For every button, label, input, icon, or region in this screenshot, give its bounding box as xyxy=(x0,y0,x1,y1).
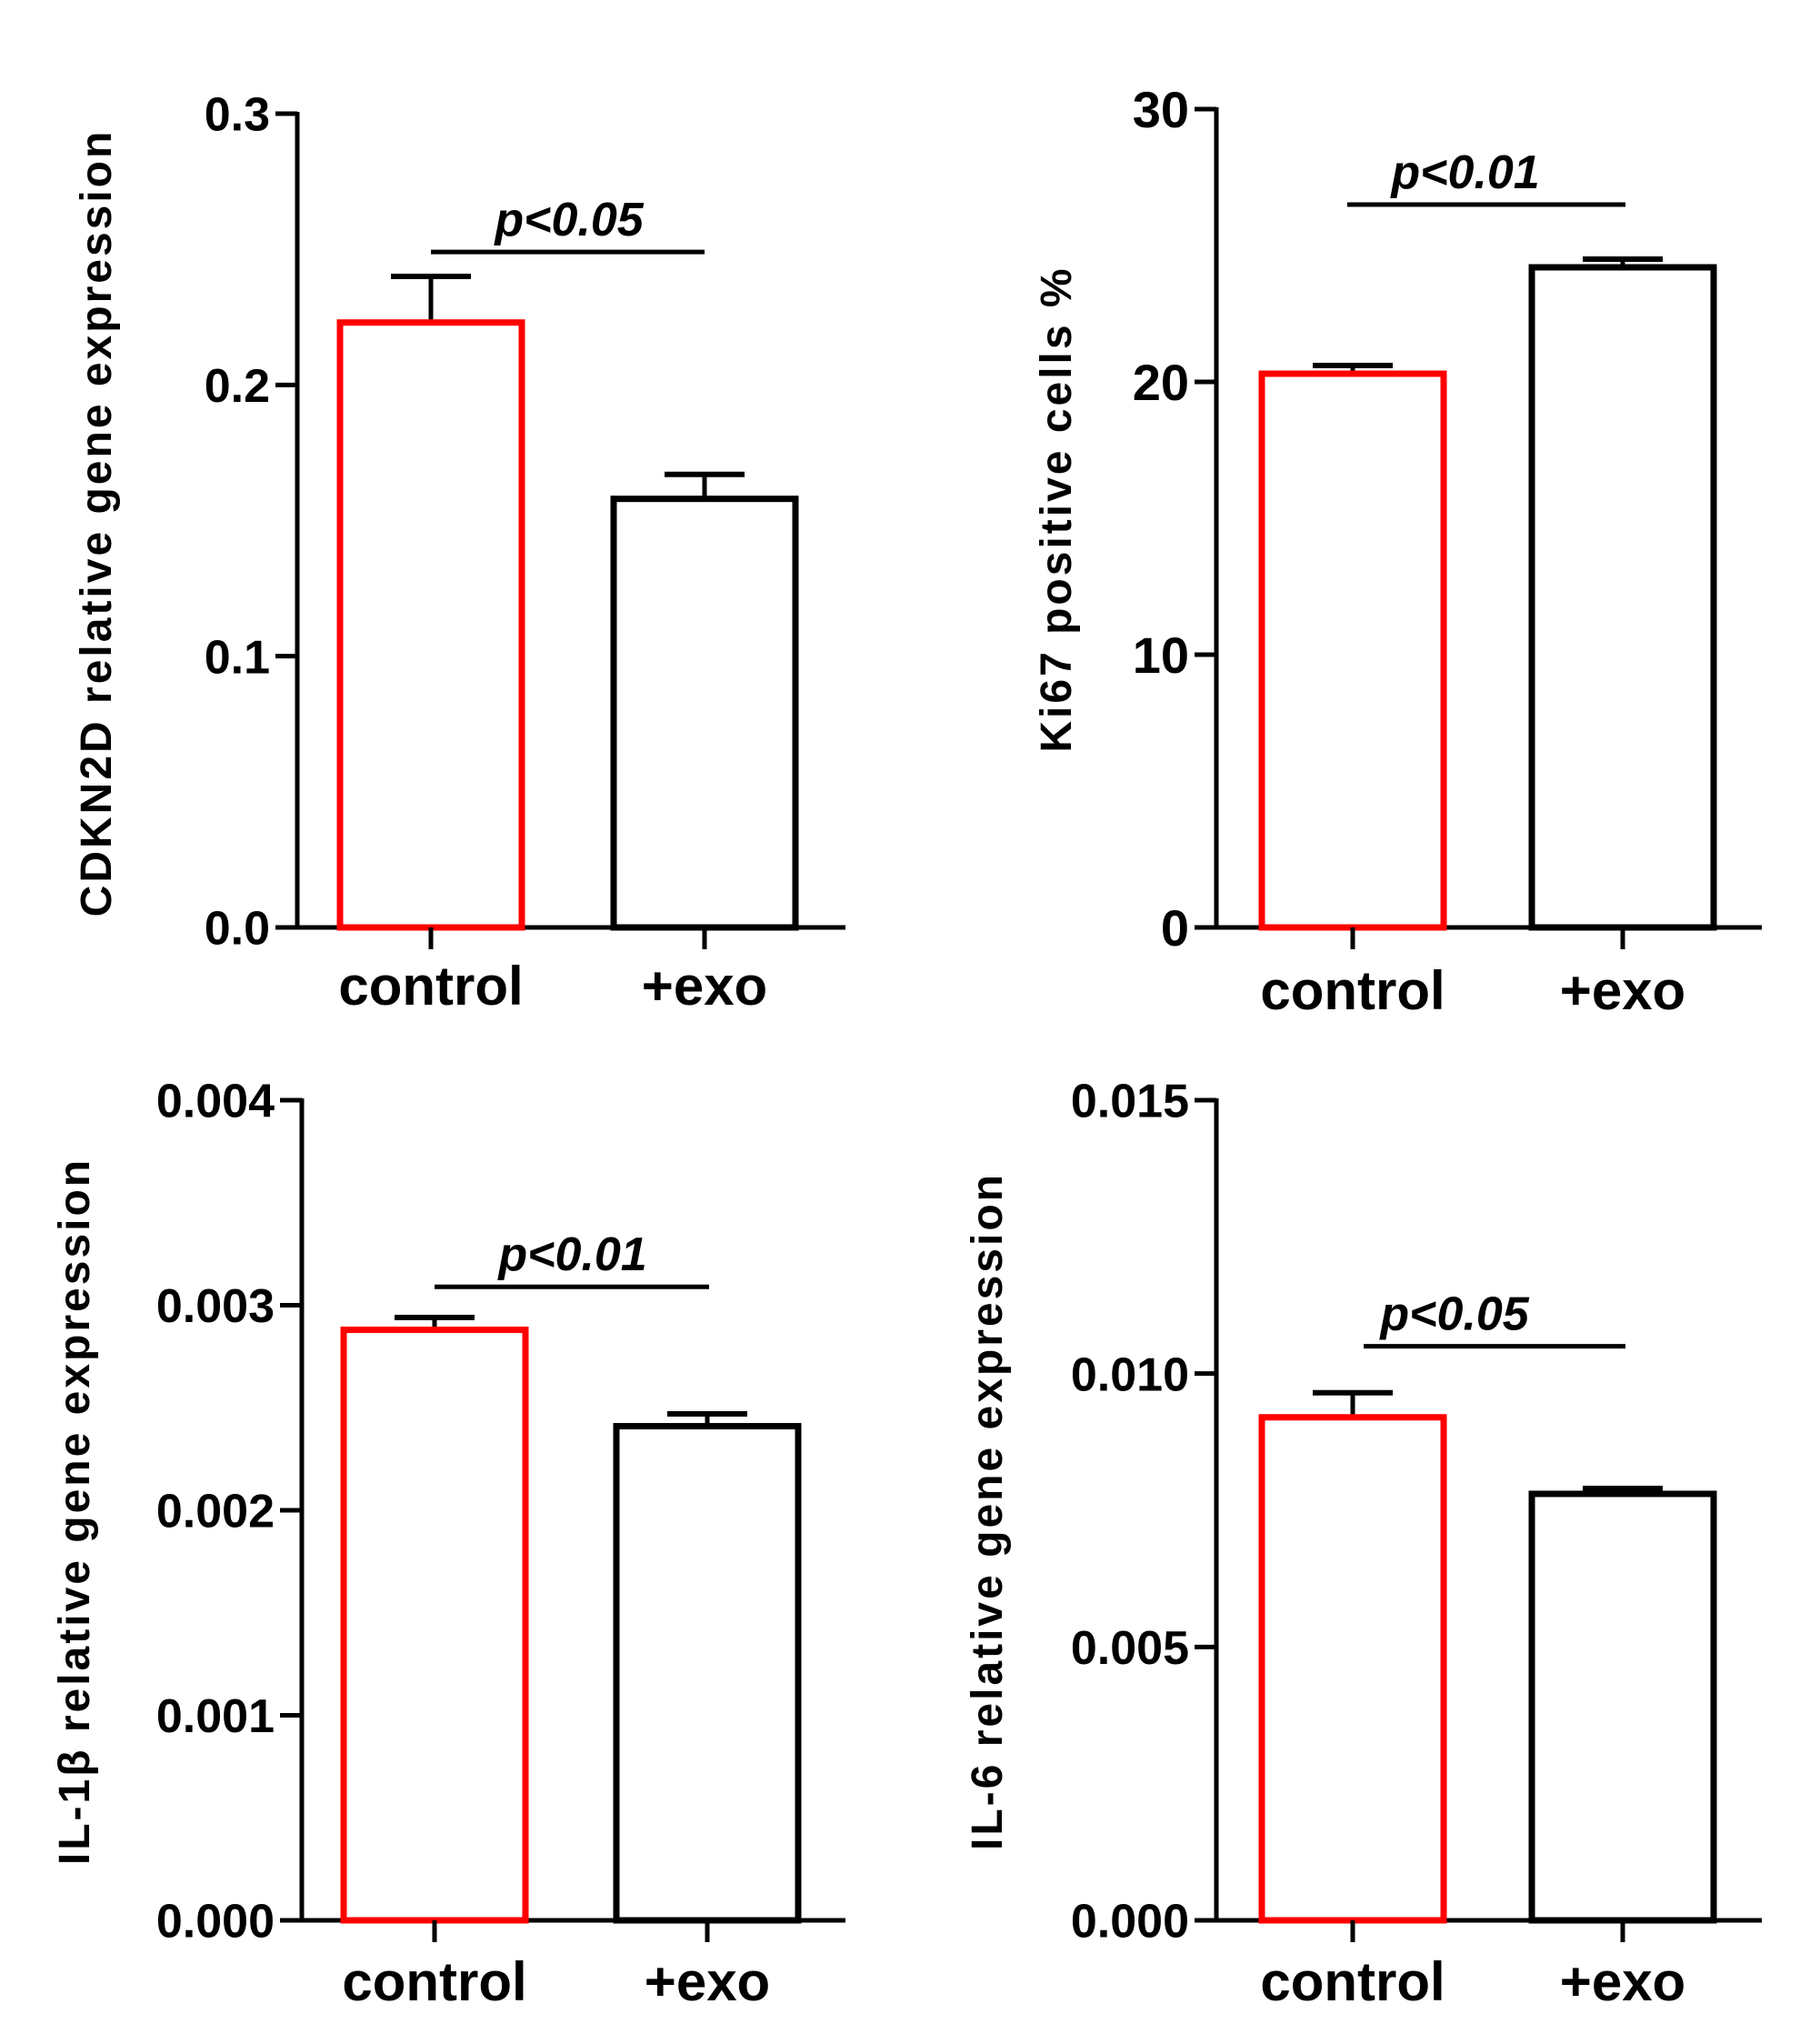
y-tick-label: 0.004 xyxy=(156,1076,275,1128)
significance-label: p<0.05 xyxy=(493,194,644,246)
panel-il1b: IL-1β relative gene expression 0.000 0.00… xyxy=(51,1076,845,2012)
y-tick-label: 10 xyxy=(1133,626,1189,684)
significance-label: p<0.01 xyxy=(1389,146,1539,199)
x-tick-label: control xyxy=(1260,960,1445,1021)
x-tick-label: control xyxy=(1260,1951,1445,2012)
y-axis-label: IL-6 relative gene expression xyxy=(964,1172,1012,1850)
y-tick-label: 0.015 xyxy=(1071,1076,1189,1128)
panel-ki67: Ki67 positive cells % 0 10 20 30 control +exo… xyxy=(1033,81,1762,1021)
bar-control xyxy=(336,319,525,931)
bar-exo xyxy=(1528,1490,1717,1924)
y-axis-label: IL-1β relative gene expression xyxy=(51,1157,99,1865)
x-tick-label: control xyxy=(342,1951,526,2012)
bar-exo xyxy=(610,496,799,931)
y-tick-label: 0 xyxy=(1161,899,1189,957)
bar-control xyxy=(340,1327,529,1924)
y-tick-label: 0.0 xyxy=(205,903,270,956)
y-tick-label: 0.005 xyxy=(1071,1622,1189,1675)
bar-exo xyxy=(613,1423,802,1924)
y-axis-label: CDKN2D relative gene expression xyxy=(73,129,121,917)
x-tick-label: +exo xyxy=(1560,1951,1685,2012)
x-tick-label: +exo xyxy=(1560,960,1685,1021)
y-tick-label: 0.2 xyxy=(205,360,270,413)
y-tick-label: 0.002 xyxy=(156,1486,275,1538)
panel-il6: IL-6 relative gene expression 0.000 0.005… xyxy=(964,1076,1762,2012)
y-tick-label: 0.010 xyxy=(1071,1348,1189,1401)
x-tick-label: +exo xyxy=(645,1951,770,2012)
x-tick-label: +exo xyxy=(642,956,767,1017)
bar-control xyxy=(1258,1414,1447,1924)
y-tick-label: 0.3 xyxy=(205,89,270,142)
x-tick-label: control xyxy=(338,956,523,1017)
y-tick-label: 0.003 xyxy=(156,1280,275,1333)
significance-label: p<0.01 xyxy=(496,1228,646,1281)
y-tick-label: 0.001 xyxy=(156,1690,275,1743)
y-tick-label: 30 xyxy=(1133,81,1189,138)
y-tick-label: 20 xyxy=(1133,354,1189,411)
bar-control xyxy=(1258,370,1447,931)
y-tick-label: 0.000 xyxy=(156,1896,275,1949)
panel-cdkn2d: CDKN2D relative gene expression 0.0 0.1 0.… xyxy=(73,89,845,1017)
y-axis-label: Ki67 positive cells % xyxy=(1033,266,1081,752)
y-tick-label: 0.1 xyxy=(205,631,270,684)
significance-label: p<0.05 xyxy=(1378,1288,1529,1341)
bar-exo xyxy=(1528,264,1717,931)
y-tick-label: 0.000 xyxy=(1071,1896,1189,1949)
